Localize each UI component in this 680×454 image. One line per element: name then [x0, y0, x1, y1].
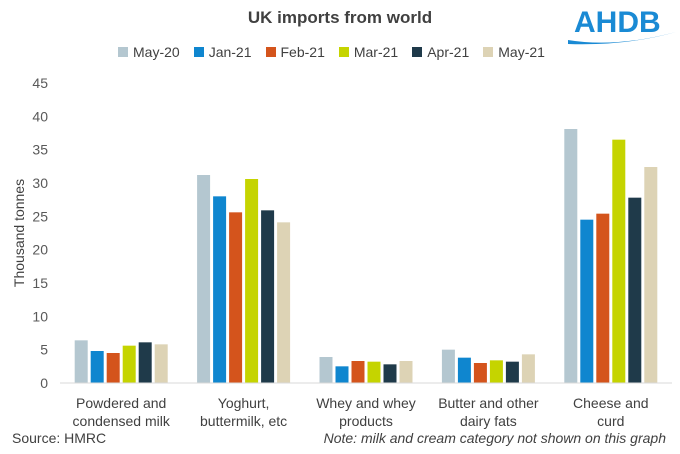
bar — [644, 167, 658, 383]
bar — [473, 363, 487, 383]
bar — [213, 196, 227, 383]
legend-item: Feb-21 — [265, 44, 325, 60]
x-tick-label: buttermilk, etc — [200, 413, 287, 429]
y-axis-label: Thousand tonnes — [11, 179, 27, 287]
bar — [596, 213, 610, 383]
bar — [505, 361, 519, 383]
legend-swatch — [483, 47, 494, 57]
bar — [441, 349, 455, 383]
bar — [74, 340, 88, 383]
bar — [351, 361, 365, 383]
y-tick-label: 0 — [40, 375, 48, 391]
bar — [122, 345, 136, 383]
y-tick-label: 10 — [32, 308, 48, 324]
bar — [383, 364, 397, 383]
bar — [106, 353, 120, 383]
bar — [229, 212, 243, 383]
source-note: Source: HMRC — [12, 430, 107, 446]
x-tick-label: products — [339, 413, 393, 429]
legend-item: May-20 — [118, 44, 180, 60]
bar — [154, 344, 168, 383]
bar — [564, 129, 578, 383]
bar — [489, 360, 503, 383]
bar — [521, 354, 535, 383]
chart-title: UK imports from world — [247, 8, 433, 27]
ahdb-logo: AHDB — [568, 6, 676, 45]
bar — [367, 361, 381, 383]
y-tick-label: 30 — [32, 175, 48, 191]
legend-swatch — [265, 47, 276, 57]
legend-item: Jan-21 — [193, 44, 252, 60]
legend-item: May-21 — [483, 44, 545, 60]
legend-item: Mar-21 — [338, 44, 399, 60]
legend-label: May-20 — [133, 44, 180, 60]
legend-swatch — [193, 47, 204, 57]
logo-swoosh — [568, 32, 676, 45]
bar — [277, 222, 291, 383]
bar — [612, 139, 626, 383]
bar — [90, 351, 104, 383]
bar — [335, 366, 349, 383]
bar — [580, 219, 594, 383]
y-tick-label: 20 — [32, 242, 48, 258]
bar — [457, 357, 471, 383]
x-tick-label: curd — [597, 413, 624, 429]
y-tick-label: 40 — [32, 108, 48, 124]
x-tick-label: condensed milk — [73, 413, 171, 429]
legend-label: Apr-21 — [427, 44, 470, 60]
y-tick-label: 35 — [32, 142, 48, 158]
bar — [138, 342, 152, 383]
x-tick-label: Butter and other — [438, 395, 539, 411]
chart-legend: May-20 Jan-21 Feb-21 Mar-21 Apr-21 May-21 — [118, 44, 545, 60]
bar — [197, 175, 211, 383]
x-tick-label: Yoghurt, — [218, 395, 270, 411]
bar — [628, 197, 642, 383]
y-tick-label: 25 — [32, 208, 48, 224]
legend-label: Jan-21 — [208, 44, 252, 60]
legend-label: Mar-21 — [353, 44, 399, 60]
legend-item: Apr-21 — [412, 44, 469, 60]
legend-swatch — [412, 47, 423, 57]
bar — [319, 357, 333, 383]
x-tick-label: Powdered and — [76, 395, 166, 411]
legend-swatch — [118, 47, 128, 57]
bar — [261, 210, 275, 383]
x-tick-label: Whey and whey — [316, 395, 416, 411]
legend-swatch — [338, 47, 349, 57]
legend-label: Feb-21 — [280, 44, 325, 60]
footnote: Note: milk and cream category not shown … — [323, 430, 666, 446]
bar — [399, 361, 413, 383]
y-tick-label: 45 — [32, 75, 48, 91]
x-tick-label: Cheese and — [573, 395, 649, 411]
logo-text: AHDB — [574, 6, 661, 39]
legend-label: May-21 — [498, 44, 545, 60]
bar — [245, 179, 259, 383]
x-tick-label: dairy fats — [460, 413, 517, 429]
y-tick-label: 5 — [40, 342, 48, 358]
y-tick-label: 15 — [32, 275, 48, 291]
